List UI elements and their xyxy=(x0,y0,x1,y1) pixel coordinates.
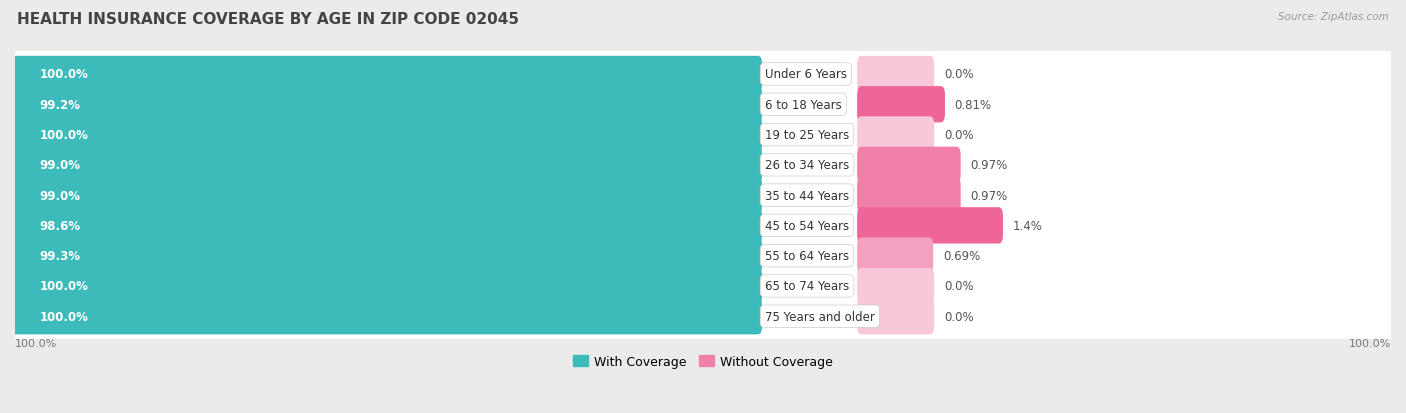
Text: 0.97%: 0.97% xyxy=(970,189,1008,202)
FancyBboxPatch shape xyxy=(858,147,960,183)
Text: 35 to 44 Years: 35 to 44 Years xyxy=(765,189,849,202)
FancyBboxPatch shape xyxy=(11,57,762,93)
Text: 0.69%: 0.69% xyxy=(943,249,980,263)
FancyBboxPatch shape xyxy=(8,259,1398,313)
Text: 100.0%: 100.0% xyxy=(39,310,89,323)
FancyBboxPatch shape xyxy=(858,238,934,274)
Text: 0.0%: 0.0% xyxy=(943,280,973,293)
Text: 55 to 64 Years: 55 to 64 Years xyxy=(765,249,849,263)
FancyBboxPatch shape xyxy=(8,108,1398,162)
Text: 6 to 18 Years: 6 to 18 Years xyxy=(765,99,842,112)
Text: 99.2%: 99.2% xyxy=(39,99,80,112)
Text: 45 to 54 Years: 45 to 54 Years xyxy=(765,219,849,232)
FancyBboxPatch shape xyxy=(8,78,1398,132)
Text: 0.0%: 0.0% xyxy=(943,310,973,323)
FancyBboxPatch shape xyxy=(858,117,934,153)
Text: 99.0%: 99.0% xyxy=(39,159,80,172)
FancyBboxPatch shape xyxy=(11,298,762,335)
FancyBboxPatch shape xyxy=(858,87,945,123)
Text: HEALTH INSURANCE COVERAGE BY AGE IN ZIP CODE 02045: HEALTH INSURANCE COVERAGE BY AGE IN ZIP … xyxy=(17,12,519,27)
Text: 0.0%: 0.0% xyxy=(943,129,973,142)
FancyBboxPatch shape xyxy=(858,57,934,93)
FancyBboxPatch shape xyxy=(8,138,1398,192)
Text: 19 to 25 Years: 19 to 25 Years xyxy=(765,129,849,142)
Legend: With Coverage, Without Coverage: With Coverage, Without Coverage xyxy=(568,350,838,373)
FancyBboxPatch shape xyxy=(11,147,762,183)
Text: 26 to 34 Years: 26 to 34 Years xyxy=(765,159,849,172)
FancyBboxPatch shape xyxy=(11,87,762,123)
Text: 75 Years and older: 75 Years and older xyxy=(765,310,875,323)
Text: 65 to 74 Years: 65 to 74 Years xyxy=(765,280,849,293)
Text: 99.3%: 99.3% xyxy=(39,249,80,263)
FancyBboxPatch shape xyxy=(8,229,1398,283)
FancyBboxPatch shape xyxy=(11,178,762,214)
Text: 0.97%: 0.97% xyxy=(970,159,1008,172)
Text: 99.0%: 99.0% xyxy=(39,189,80,202)
FancyBboxPatch shape xyxy=(858,298,934,335)
Text: 100.0%: 100.0% xyxy=(39,68,89,81)
FancyBboxPatch shape xyxy=(8,48,1398,102)
FancyBboxPatch shape xyxy=(8,199,1398,253)
FancyBboxPatch shape xyxy=(858,208,1002,244)
Text: 100.0%: 100.0% xyxy=(1348,338,1391,348)
FancyBboxPatch shape xyxy=(11,117,762,153)
FancyBboxPatch shape xyxy=(8,169,1398,223)
FancyBboxPatch shape xyxy=(858,178,960,214)
Text: Source: ZipAtlas.com: Source: ZipAtlas.com xyxy=(1278,12,1389,22)
FancyBboxPatch shape xyxy=(11,238,762,274)
Text: Under 6 Years: Under 6 Years xyxy=(765,68,846,81)
Text: 100.0%: 100.0% xyxy=(39,280,89,293)
Text: 100.0%: 100.0% xyxy=(39,129,89,142)
Text: 1.4%: 1.4% xyxy=(1012,219,1042,232)
Text: 0.0%: 0.0% xyxy=(943,68,973,81)
FancyBboxPatch shape xyxy=(11,268,762,304)
Text: 98.6%: 98.6% xyxy=(39,219,82,232)
FancyBboxPatch shape xyxy=(858,268,934,304)
FancyBboxPatch shape xyxy=(8,290,1398,343)
FancyBboxPatch shape xyxy=(11,208,762,244)
Text: 100.0%: 100.0% xyxy=(15,338,58,348)
Text: 0.81%: 0.81% xyxy=(955,99,991,112)
